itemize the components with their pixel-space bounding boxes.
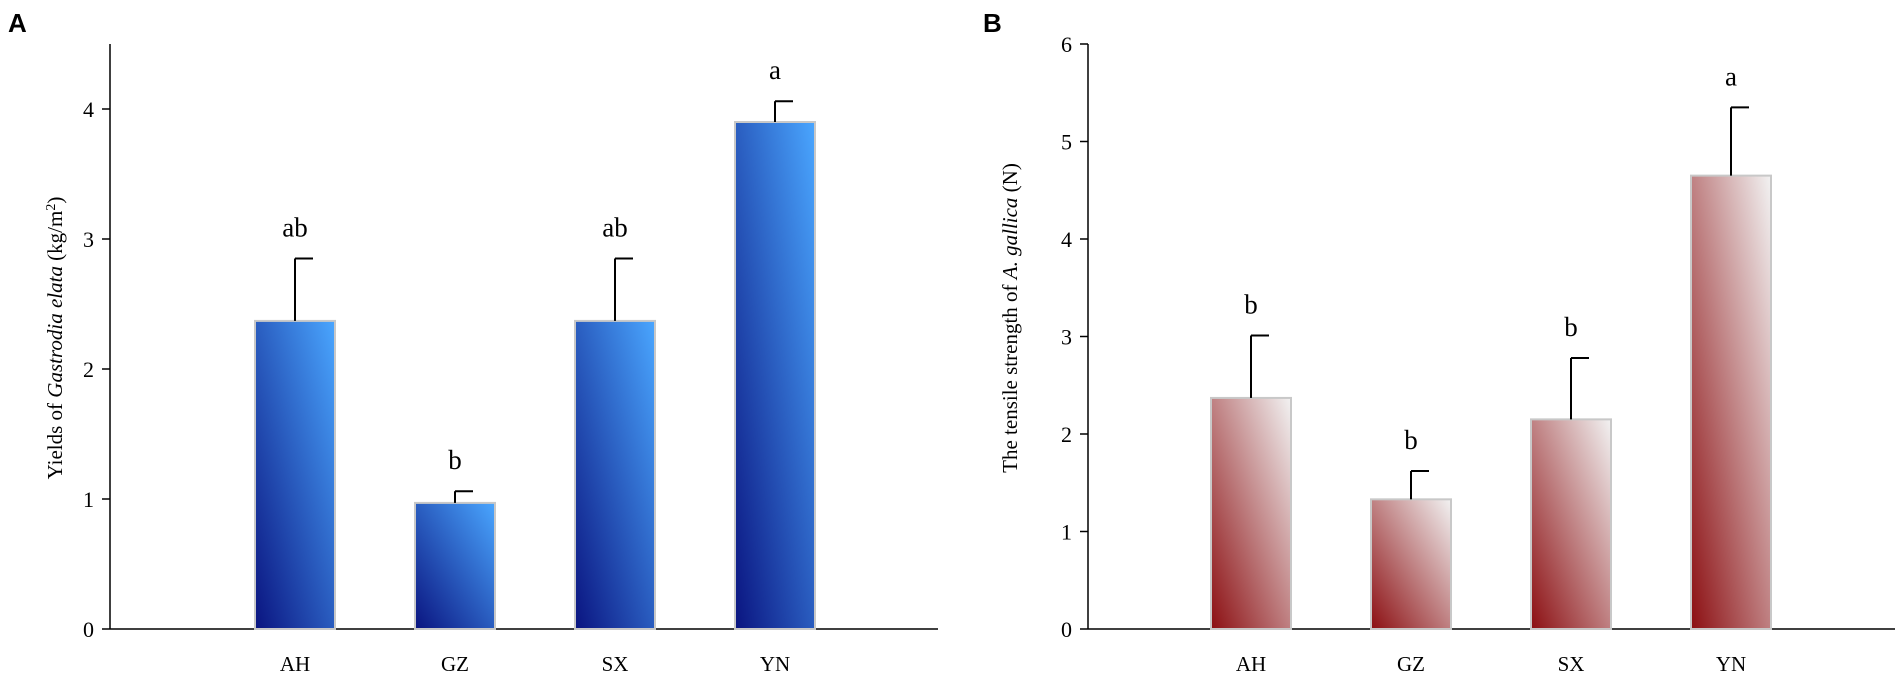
chart-panel-b: B The tensile strength of A. gallica (N)… (983, 8, 1895, 676)
significance-label-a: ab (282, 213, 307, 243)
y-tick-label-b: 3 (1061, 325, 1072, 350)
bar-b-gz (1370, 498, 1452, 631)
y-tick-label-b: 4 (1061, 227, 1072, 252)
bar-a-yn (734, 121, 816, 630)
bar-b-sx (1530, 418, 1612, 630)
bar-a-sx (574, 319, 656, 630)
y-tick-label-a: 2 (83, 357, 94, 382)
x-tick-label-b: SX (1558, 652, 1585, 676)
y-tick-label-b: 2 (1061, 422, 1072, 447)
bar-b-yn (1690, 174, 1772, 630)
y-tick-label-a: 0 (83, 617, 94, 642)
y-tick-label-b: 5 (1061, 130, 1072, 155)
significance-label-b: a (1725, 61, 1737, 91)
panel-letter-a: A (8, 8, 27, 38)
significance-label-a: b (448, 445, 462, 475)
x-tick-label-a: YN (760, 652, 790, 676)
x-tick-label-b: GZ (1397, 652, 1425, 676)
bar-a-ah (254, 319, 336, 630)
significance-label-a: ab (602, 213, 627, 243)
significance-label-b: b (1404, 425, 1418, 455)
significance-label-a: a (769, 55, 781, 85)
x-tick-label-a: SX (602, 652, 629, 676)
x-tick-label-a: AH (280, 652, 310, 676)
x-tick-label-a: GZ (441, 652, 469, 676)
y-axis-label-a: Yields of Gastrodia elata (kg/m2) (43, 197, 67, 480)
y-tick-label-a: 4 (83, 97, 94, 122)
y-tick-label-a: 3 (83, 227, 94, 252)
y-tick-label-b: 6 (1061, 32, 1072, 57)
panel-letter-b: B (983, 8, 1002, 38)
y-tick-label-b: 0 (1061, 617, 1072, 642)
significance-label-b: b (1564, 312, 1578, 342)
y-tick-label-b: 1 (1061, 520, 1072, 545)
x-tick-label-b: YN (1716, 652, 1746, 676)
y-tick-label-a: 1 (83, 487, 94, 512)
y-axis-label-b: The tensile strength of A. gallica (N) (998, 163, 1022, 473)
bar-a-gz (414, 501, 496, 630)
chart-panel-a: A Yields of Gastrodia elata (kg/m2) 0 1 2 3… (8, 8, 938, 676)
significance-label-b: b (1244, 290, 1258, 320)
x-tick-label-b: AH (1236, 652, 1266, 676)
bar-b-ah (1210, 396, 1292, 630)
